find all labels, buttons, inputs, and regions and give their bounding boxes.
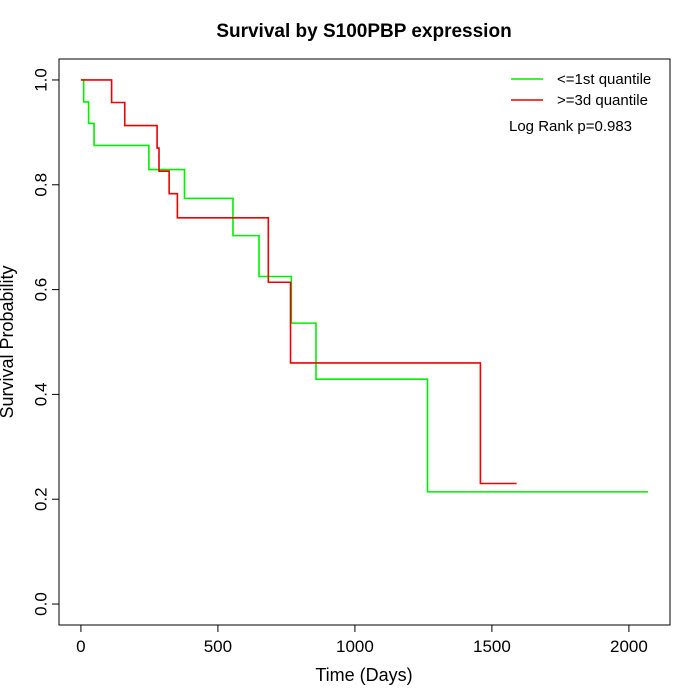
y-tick-label: 0.2: [32, 487, 51, 511]
series-2-curve: [80, 79, 517, 485]
y-tick-label: 0.8: [32, 173, 51, 197]
x-tick-label: 500: [204, 637, 232, 656]
x-axis-label: Time (Days): [315, 665, 412, 685]
y-tick-label: 1.0: [32, 68, 51, 92]
x-tick-label: 1500: [473, 637, 511, 656]
x-axis: 0 500 1000 1500 2000: [76, 624, 648, 656]
y-tick-label: 0.4: [32, 383, 51, 407]
x-tick-label: 0: [76, 637, 85, 656]
x-tick-label: 2000: [610, 637, 648, 656]
legend: <=1st quantile >=3d quantile: [511, 71, 651, 109]
y-axis-label: Survival Probability: [0, 265, 17, 418]
survival-curves: [80, 79, 649, 493]
y-tick-label: 0.6: [32, 278, 51, 302]
plot-area: [58, 58, 671, 626]
series-1-curve: [82, 79, 649, 493]
y-tick-label: 0.0: [32, 592, 51, 616]
chart-title: Survival by S100PBP expression: [216, 21, 511, 42]
x-tick-label: 1000: [336, 637, 374, 656]
log-rank-annotation: Log Rank p=0.983: [509, 118, 632, 135]
legend-label: <=1st quantile: [557, 71, 651, 88]
legend-label: >=3d quantile: [557, 92, 648, 109]
y-axis: 0.0 0.2 0.4 0.6 0.8 1.0: [32, 68, 60, 616]
